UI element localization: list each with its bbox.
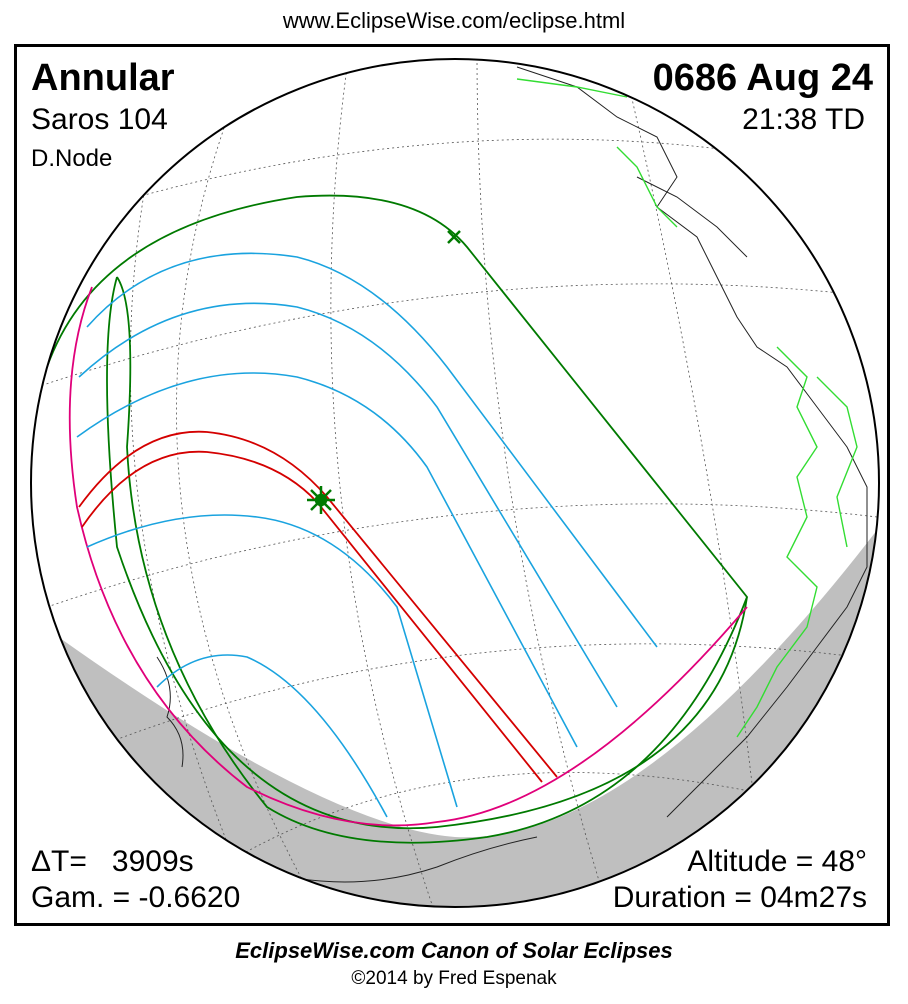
country-borders <box>516 78 858 738</box>
x-mark-icon <box>447 230 461 244</box>
footer-title: EclipseWise.com Canon of Solar Eclipses <box>235 938 673 963</box>
gamma-value: Gam. = -0.6620 <box>31 881 241 914</box>
penumbral-northern-limit <box>46 194 748 830</box>
eclipse-time: 21:38 TD <box>742 103 865 136</box>
night-shade <box>31 517 879 907</box>
rise-set-curve <box>68 286 748 827</box>
magnitude-curves <box>76 252 658 818</box>
globe-outline <box>30 58 880 908</box>
eclipse-globe-map <box>30 58 880 908</box>
globe-disk <box>31 59 879 907</box>
central-path <box>78 430 558 783</box>
saros-number: Saros 104 <box>31 103 168 136</box>
delta-t-value: ΔT= 3909s <box>31 845 194 878</box>
copyright-notice: ©2014 by Fred Espenak <box>351 968 557 989</box>
eight-point-star-icon <box>307 486 335 514</box>
map-frame: Annular 0686 Aug 24 Saros 104 21:38 TD D… <box>14 44 890 926</box>
eclipse-date: 0686 Aug 24 <box>652 57 873 99</box>
penumbral-southern-limit <box>116 276 748 844</box>
source-url: www.EclipseWise.com/eclipse.html <box>282 8 626 33</box>
eclipse-type: Annular <box>31 57 175 99</box>
duration-value: Duration = 04m27s <box>612 881 867 914</box>
node-label: D.Node <box>31 145 113 172</box>
altitude-value: Altitude = 48° <box>687 845 867 878</box>
graticule <box>36 59 878 907</box>
